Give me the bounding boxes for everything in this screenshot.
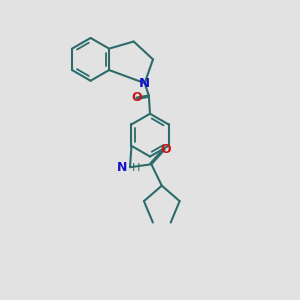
Text: N: N: [139, 76, 150, 90]
Text: H: H: [132, 163, 141, 173]
Text: O: O: [160, 143, 171, 156]
Text: N: N: [117, 161, 128, 174]
Text: O: O: [131, 91, 142, 104]
